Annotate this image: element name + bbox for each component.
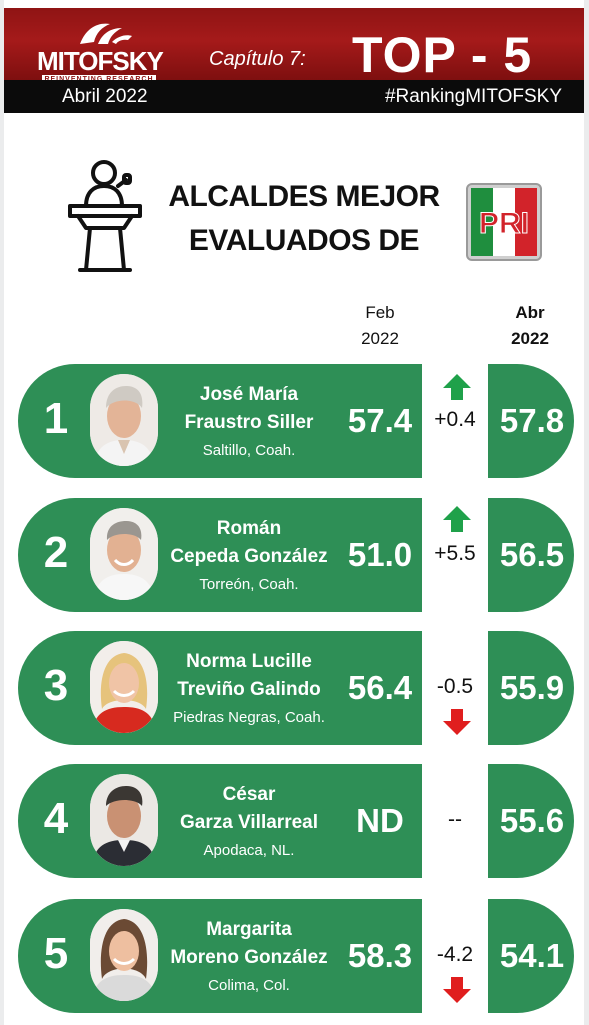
mayor-photo xyxy=(90,909,158,1001)
feb-score: 51.0 xyxy=(347,536,413,573)
rank-number: 5 xyxy=(43,929,69,978)
ranking-row: 1 José María Fraustro Siller Saltillo, C… xyxy=(4,364,584,482)
score-change: +5.5 xyxy=(434,542,476,565)
brand-name: MITOFSKY xyxy=(37,46,164,76)
row-banner xyxy=(18,631,422,745)
title-line-2: EVALUADOS DE xyxy=(188,224,420,257)
svg-text:PRI: PRI xyxy=(479,207,529,240)
mayor-last-name: Cepeda González xyxy=(170,546,328,567)
brand-tagline: REINVENTING RESEARCH xyxy=(42,75,156,84)
mayor-city: Colima, Col. xyxy=(208,977,290,994)
arrow-up-icon xyxy=(443,506,471,532)
logo-swoosh-icon xyxy=(80,23,132,44)
mayor-last-name: Treviño Galindo xyxy=(177,679,321,700)
arrow-down-icon xyxy=(443,709,471,735)
infographic-page: MITOFSKY REINVENTING RESEARCH Capítulo 7… xyxy=(4,0,584,1025)
mayor-city: Piedras Negras, Coah. xyxy=(173,709,325,726)
ranking-row: 2 Román Cepeda González Torreón, Coah. 5… xyxy=(4,498,584,616)
rank-number: 1 xyxy=(43,394,69,443)
mayor-photo xyxy=(90,774,158,866)
row-banner xyxy=(18,764,422,878)
mayor-first-name: José María xyxy=(199,384,299,405)
mayor-first-name: Román xyxy=(216,518,282,539)
header-banner: MITOFSKY REINVENTING RESEARCH Capítulo 7… xyxy=(4,8,584,84)
feb-score: 56.4 xyxy=(347,669,413,706)
row-banner xyxy=(18,498,422,612)
arrow-down-icon xyxy=(443,977,471,1003)
rank-number: 3 xyxy=(43,661,69,710)
abr-score: 57.8 xyxy=(499,402,565,439)
mayor-first-name: César xyxy=(222,784,276,805)
mayor-city: Torreón, Coah. xyxy=(199,576,299,593)
feb-score: 58.3 xyxy=(347,937,413,974)
ranking-row: 5 Margarita Moreno González Colima, Col.… xyxy=(4,899,584,1017)
feb-score: ND xyxy=(356,802,404,839)
column-abr-year: 2022 xyxy=(511,329,549,348)
mayor-last-name: Moreno González xyxy=(170,947,328,968)
mayor-photo xyxy=(90,508,158,600)
mitofsky-logo: MITOFSKY REINVENTING RESEARCH xyxy=(32,22,172,84)
title-line-1: ALCALDES MEJOR xyxy=(168,180,440,213)
column-abr-month: Abr xyxy=(515,303,545,322)
mayor-last-name: Garza Villarreal xyxy=(179,812,319,833)
chapter-label: Capítulo 7: xyxy=(209,48,306,70)
rank-number: 2 xyxy=(43,528,69,577)
date-label: Abril 2022 xyxy=(62,86,148,107)
abr-score: 56.5 xyxy=(499,536,565,573)
mayor-city: Saltillo, Coah. xyxy=(202,442,296,459)
score-change: -0.5 xyxy=(436,675,474,698)
mayor-city: Apodaca, NL. xyxy=(203,842,295,859)
column-feb-year: 2022 xyxy=(361,329,399,348)
abr-score: 54.1 xyxy=(499,937,565,974)
abr-score: 55.9 xyxy=(499,669,565,706)
score-change: -- xyxy=(448,808,462,831)
mayor-last-name: Fraustro Siller xyxy=(184,412,314,433)
feb-score: 57.4 xyxy=(347,402,413,439)
mayor-first-name: Margarita xyxy=(206,919,292,940)
row-banner xyxy=(18,364,422,478)
column-header-abr: Abr 2022 xyxy=(490,300,570,352)
rank-number: 4 xyxy=(43,794,69,843)
mayor-photo xyxy=(90,641,158,733)
score-change: -4.2 xyxy=(436,943,474,966)
ranking-row: 4 César Garza Villarreal Apodaca, NL. ND… xyxy=(4,764,584,882)
hashtag-label: #RankingMITOFSKY xyxy=(384,86,562,107)
mayor-first-name: Norma Lucille xyxy=(186,651,312,672)
abr-score: 55.6 xyxy=(499,802,565,839)
row-banner xyxy=(18,899,422,1013)
podium-speaker-icon xyxy=(68,160,142,272)
column-header-feb: Feb 2022 xyxy=(340,300,420,352)
headline: TOP - 5 xyxy=(352,27,533,83)
pri-party-logo: PRI xyxy=(466,183,542,261)
mayor-photo xyxy=(90,374,158,466)
subheader-bar: Abril 2022 #RankingMITOFSKY xyxy=(4,80,584,113)
score-change: +0.4 xyxy=(434,408,476,431)
ranking-row: 3 Norma Lucille Treviño Galindo Piedras … xyxy=(4,631,584,749)
arrow-up-icon xyxy=(443,374,471,400)
column-feb-month: Feb xyxy=(365,303,395,322)
